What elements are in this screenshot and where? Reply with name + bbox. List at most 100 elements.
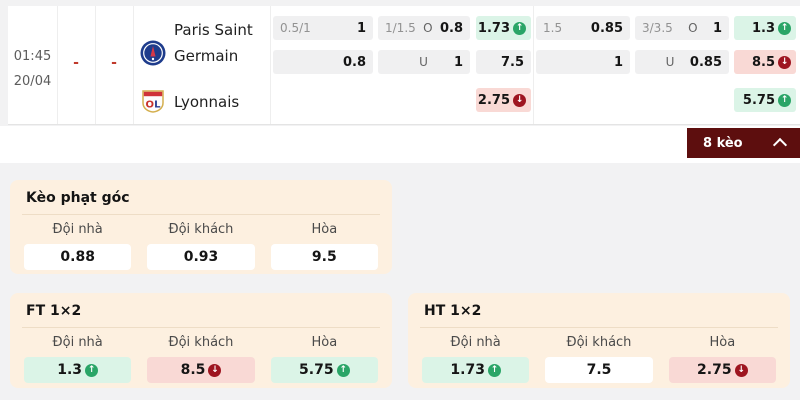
ht-home-odd[interactable]: 1.73 bbox=[422, 357, 530, 383]
panel-title: Kèo phạt góc bbox=[26, 190, 130, 206]
odd-value: 5.75 bbox=[742, 92, 775, 108]
corner-home-odd[interactable]: 0.88 bbox=[24, 244, 132, 270]
odd-value: 0.93 bbox=[183, 249, 219, 265]
odd-value: 0.8 bbox=[439, 20, 463, 36]
trend-up-icon bbox=[513, 21, 526, 35]
ft-1x2-panel: FT 1×2 Đội nhà Đội khách Hòa 1.3 8.5 5.7… bbox=[10, 293, 392, 388]
g1-under-cell[interactable]: U 1 bbox=[378, 50, 470, 74]
column-divider bbox=[533, 6, 534, 124]
ft-draw-odd[interactable]: 5.75 bbox=[270, 357, 378, 383]
away-header: Đội khách bbox=[566, 335, 632, 350]
corner-odds-panel: Kèo phạt góc Đội nhà Đội khách Hòa 0.88 … bbox=[10, 180, 392, 274]
column-divider bbox=[95, 6, 96, 124]
corner-draw-odd[interactable]: 9.5 bbox=[270, 244, 378, 270]
ft-home-odd[interactable]: 1.3 bbox=[24, 357, 132, 383]
lyon-logo-icon: OL bbox=[140, 88, 166, 118]
draw-header: Hòa bbox=[311, 335, 338, 350]
panel-title: FT 1×2 bbox=[26, 303, 82, 319]
psg-logo-icon bbox=[140, 40, 166, 70]
over-label: O bbox=[688, 21, 698, 35]
odd-value: 1.73 bbox=[477, 20, 510, 36]
trend-up-icon bbox=[778, 21, 791, 35]
odd-value: 1 bbox=[712, 20, 722, 36]
odd-value: 1.3 bbox=[751, 20, 775, 36]
svg-text:OL: OL bbox=[146, 100, 162, 111]
divider bbox=[420, 327, 778, 328]
odd-value: 0.8 bbox=[342, 54, 366, 70]
trend-down-icon bbox=[208, 363, 222, 377]
odd-value: 2.75 bbox=[477, 92, 510, 108]
g2-under-cell[interactable]: U 0.85 bbox=[635, 50, 729, 74]
g2-over-cell[interactable]: 3/3.5 O 1 bbox=[635, 16, 729, 40]
chevron-up-icon bbox=[772, 137, 788, 153]
odd-value: 1 bbox=[613, 54, 623, 70]
trend-up-icon bbox=[85, 363, 99, 377]
total-line: 1/1.5 bbox=[385, 21, 416, 35]
divider bbox=[22, 214, 380, 215]
odd-value: 1 bbox=[453, 54, 463, 70]
column-divider bbox=[270, 6, 271, 124]
home-header: Đội nhà bbox=[52, 335, 103, 350]
panel-title: HT 1×2 bbox=[424, 303, 482, 319]
g2-1x2-draw-cell[interactable]: 5.75 bbox=[734, 88, 796, 112]
g2-1x2-home-cell[interactable]: 1.3 bbox=[734, 16, 796, 40]
corner-away-odd[interactable]: 0.93 bbox=[147, 244, 255, 270]
trend-up-icon bbox=[487, 363, 501, 377]
g1-handicap-away-cell[interactable]: 0.8 bbox=[273, 50, 373, 74]
trend-up-icon bbox=[336, 363, 350, 377]
home-score: - bbox=[73, 55, 79, 71]
odd-value: 1 bbox=[356, 20, 366, 36]
away-team-name[interactable]: Lyonnais bbox=[174, 93, 240, 111]
odd-value: 7.5 bbox=[586, 362, 612, 378]
odd-value: 7.5 bbox=[500, 54, 524, 70]
home-header: Đội nhà bbox=[52, 222, 103, 237]
odd-value: 5.75 bbox=[299, 362, 334, 378]
odd-value: 1.73 bbox=[450, 362, 485, 378]
odd-value: 1.3 bbox=[57, 362, 83, 378]
column-divider bbox=[57, 6, 58, 124]
under-label: U bbox=[665, 55, 675, 69]
ht-1x2-panel: HT 1×2 Đội nhà Đội khách Hòa 1.73 7.5 2.… bbox=[408, 293, 790, 388]
kickoff-time-date: 01:45 20/04 bbox=[8, 44, 57, 94]
g1-1x2-away-cell[interactable]: 7.5 bbox=[476, 50, 531, 74]
divider bbox=[22, 327, 380, 328]
under-label: U bbox=[419, 55, 428, 69]
away-score: - bbox=[111, 55, 117, 71]
odd-value: 8.5 bbox=[751, 54, 775, 70]
trend-up-icon bbox=[778, 93, 791, 107]
g1-over-cell[interactable]: 1/1.5 O 0.8 bbox=[378, 16, 470, 40]
g2-handicap-away-cell[interactable]: 1 bbox=[536, 50, 630, 74]
total-line: 3/3.5 bbox=[642, 21, 673, 35]
trend-down-icon bbox=[778, 55, 791, 69]
odd-value: 0.85 bbox=[590, 20, 623, 36]
kickoff-date: 20/04 bbox=[13, 74, 52, 89]
odd-value: 2.75 bbox=[697, 362, 732, 378]
home-team-name[interactable]: Paris Saint Germain bbox=[174, 21, 253, 65]
g2-1x2-away-cell[interactable]: 8.5 bbox=[734, 50, 796, 74]
away-header: Đội khách bbox=[168, 222, 234, 237]
g1-1x2-home-cell[interactable]: 1.73 bbox=[476, 16, 531, 40]
column-divider bbox=[133, 6, 134, 124]
odd-value: 0.88 bbox=[60, 249, 95, 265]
draw-header: Hòa bbox=[311, 222, 338, 237]
odd-value: 8.5 bbox=[180, 362, 206, 378]
home-header: Đội nhà bbox=[450, 335, 501, 350]
ht-away-odd[interactable]: 7.5 bbox=[545, 357, 653, 383]
kickoff-time: 01:45 bbox=[13, 49, 52, 64]
odd-value: 0.85 bbox=[689, 54, 722, 70]
odds-count-label: 8 kèo bbox=[703, 135, 743, 151]
odd-value: 9.5 bbox=[311, 249, 337, 265]
g1-handicap-home-cell[interactable]: 0.5/1 1 bbox=[273, 16, 373, 40]
g1-1x2-draw-cell[interactable]: 2.75 bbox=[476, 88, 531, 112]
strip bbox=[0, 126, 800, 163]
away-header: Đội khách bbox=[168, 335, 234, 350]
trend-down-icon bbox=[513, 93, 526, 107]
match-row: 01:45 20/04 - - Paris Saint Germain OL L… bbox=[8, 6, 800, 125]
trend-down-icon bbox=[734, 363, 748, 377]
ft-away-odd[interactable]: 8.5 bbox=[147, 357, 255, 383]
odds-count-toggle[interactable]: 8 kèo bbox=[687, 128, 800, 158]
ht-draw-odd[interactable]: 2.75 bbox=[668, 357, 776, 383]
handicap-line: 0.5/1 bbox=[280, 21, 311, 35]
g2-handicap-home-cell[interactable]: 1.5 0.85 bbox=[536, 16, 630, 40]
